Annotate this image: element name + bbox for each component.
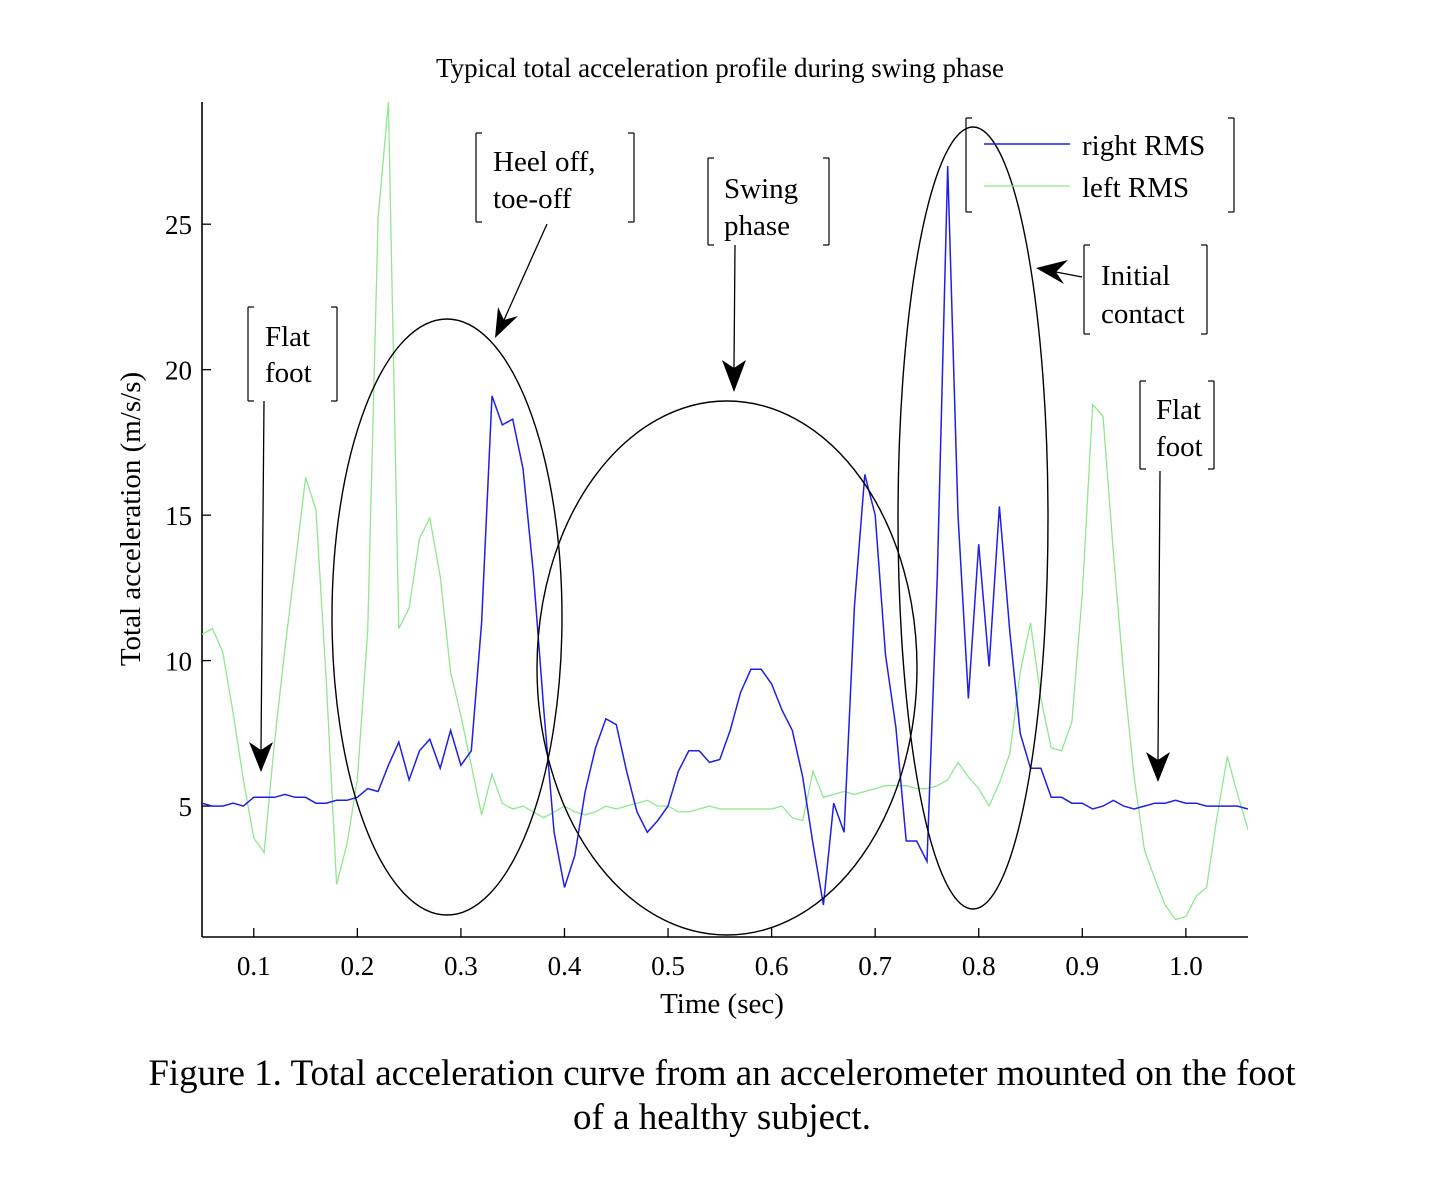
y-tick-label: 10: [165, 647, 192, 677]
annotation-heel-off: Heel off, toe-off: [475, 132, 635, 338]
heel-off-ellipse: [331, 318, 563, 916]
annotation-text: foot: [265, 357, 312, 389]
arrowhead: [495, 307, 518, 338]
annotation-text: foot: [1156, 431, 1203, 463]
x-ticks: 0.1 0.2 0.3 0.4 0.5 0.6 0.7 0.8 0.9 1.0: [237, 928, 1203, 981]
series-right-rms-line: [202, 165, 1248, 906]
annotation-flat-foot-left: Flat foot: [247, 306, 338, 772]
annotation-flat-foot-right: Flat foot: [1139, 380, 1215, 782]
x-tick-label: 0.5: [651, 951, 685, 981]
x-tick-label: 0.1: [237, 951, 271, 981]
x-tick-label: 0.8: [962, 951, 996, 981]
x-tick-label: 0.2: [340, 951, 374, 981]
y-tick-label: 20: [165, 356, 192, 386]
annotation-swing-phase: Swing phase: [707, 157, 830, 392]
initial-contact-ellipse: [897, 126, 1049, 910]
y-ticks: 5 10 15 20 25: [165, 210, 211, 822]
arrowhead: [249, 742, 273, 772]
caption-line-2: of a healthy subject.: [573, 1097, 871, 1138]
swing-phase-ellipse: [536, 400, 918, 936]
annotation-text: phase: [724, 210, 790, 242]
annotation-text: Initial: [1101, 260, 1170, 292]
y-tick-label: 15: [165, 501, 192, 531]
legend: right RMS left RMS: [965, 117, 1235, 213]
series-left-rms-line: [202, 102, 1248, 921]
x-tick-label: 0.3: [444, 951, 478, 981]
x-tick-label: 0.4: [548, 951, 582, 981]
figure-caption: Figure 1. Total acceleration curve from …: [0, 1052, 1444, 1140]
annotation-text: Flat: [265, 321, 310, 353]
annotation-text: Flat: [1156, 394, 1201, 426]
x-tick-label: 1.0: [1169, 951, 1203, 981]
arrowhead: [722, 360, 746, 392]
x-tick-label: 0.9: [1065, 951, 1099, 981]
y-tick-label: 25: [165, 210, 192, 240]
legend-label-right-rms: right RMS: [1082, 130, 1205, 162]
annotation-text: Swing: [724, 173, 798, 205]
y-axis-label: Total acceleration (m/s/s): [115, 372, 147, 666]
x-axis-label: Time (sec): [660, 988, 784, 1020]
annotation-text: toe-off: [493, 183, 572, 215]
y-tick-label: 5: [179, 792, 193, 822]
arrowhead: [1146, 752, 1170, 782]
legend-label-left-rms: left RMS: [1082, 172, 1189, 204]
arrowhead: [1036, 260, 1068, 284]
caption-line-1: Figure 1. Total acceleration curve from …: [148, 1053, 1296, 1094]
x-tick-label: 0.7: [858, 951, 892, 981]
annotation-initial-contact: Initial contact: [1036, 244, 1208, 335]
annotation-text: Heel off,: [493, 146, 596, 178]
x-tick-label: 0.6: [755, 951, 789, 981]
annotation-text: contact: [1101, 298, 1185, 330]
chart-title: Typical total acceleration profile durin…: [436, 53, 1004, 83]
